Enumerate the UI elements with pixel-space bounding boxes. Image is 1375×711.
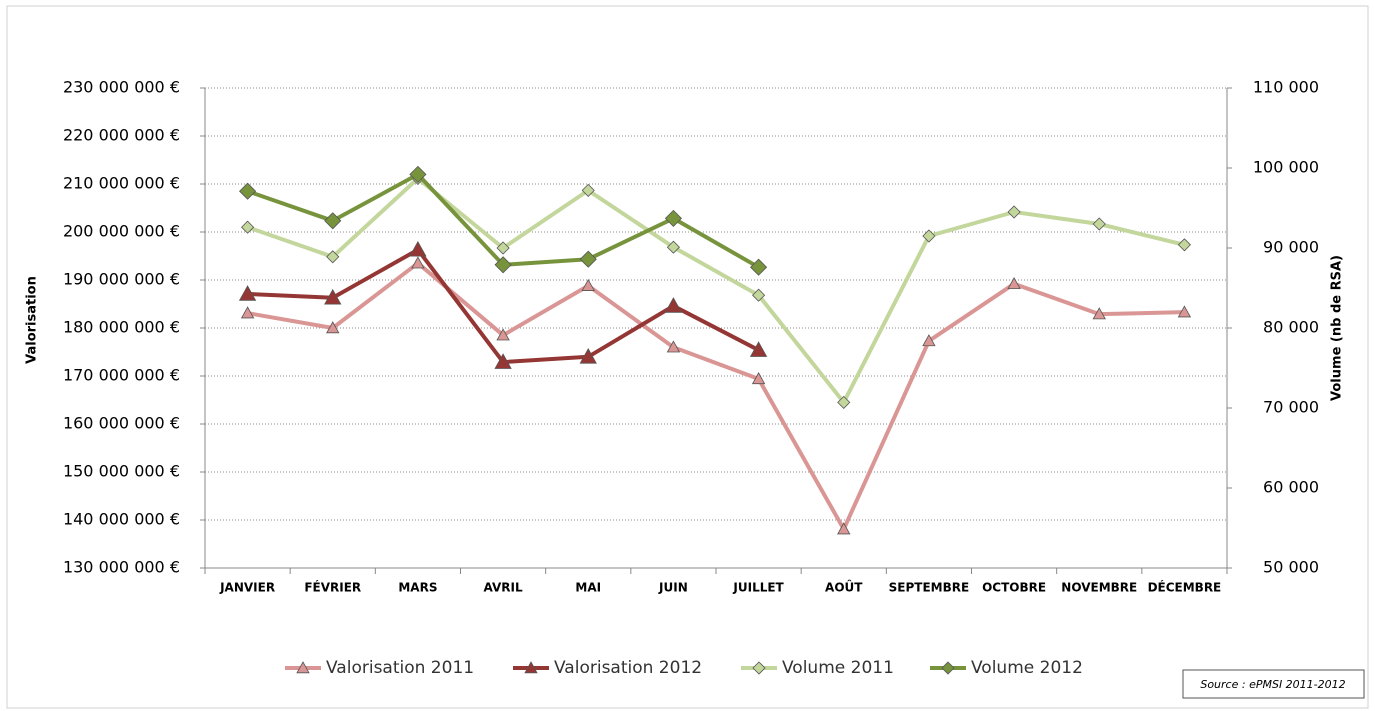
y2-tick-label: 80 000 [1263, 318, 1319, 337]
data-point [494, 256, 512, 274]
x-tick-label: JUIN [658, 581, 688, 595]
data-point [749, 341, 768, 357]
data-point [324, 288, 342, 305]
y-tick-label: 150 000 000 € [63, 462, 180, 481]
y2-tick-label: 50 000 [1263, 558, 1319, 577]
x-tick-label: AVRIL [484, 581, 523, 595]
x-tick-label: DÉCEMBRE [1148, 580, 1222, 595]
data-point [324, 212, 342, 230]
frame [6, 5, 1369, 709]
x-tick-label: SEPTEMBRE [889, 581, 970, 595]
data-point [1007, 277, 1021, 290]
data-point [837, 395, 851, 409]
data-point [409, 165, 427, 183]
data-point [581, 183, 595, 197]
data-point [579, 347, 597, 364]
data-point [922, 229, 936, 243]
data-point [1092, 217, 1106, 231]
data-point [494, 353, 512, 369]
x-tick-label: OCTOBRE [982, 581, 1046, 595]
data-point [752, 288, 766, 302]
y2-tick-label: 70 000 [1263, 398, 1319, 417]
legend-label: Volume 2012 [971, 658, 1083, 678]
data-point [922, 334, 936, 347]
source: Source : ePMSI 2011-2012 [1200, 678, 1345, 691]
data-point [666, 340, 681, 353]
y-tick-label: 140 000 000 € [63, 510, 180, 529]
data-point [326, 321, 340, 334]
y-axis-title: Valorisation [25, 276, 40, 364]
legend-marker [941, 661, 955, 675]
data-point [750, 258, 768, 276]
legend-marker [752, 661, 766, 675]
legend-label: Valorisation 2012 [554, 658, 702, 678]
x-tick-label: AOÛT [825, 580, 863, 595]
y-tick-label: 230 000 000 € [63, 78, 180, 97]
legend-marker [524, 661, 538, 674]
data-point [238, 285, 257, 301]
data-point [496, 328, 510, 341]
series-line [247, 261, 1185, 532]
data-point [579, 250, 597, 268]
data-point [751, 372, 766, 385]
data-point [581, 278, 595, 291]
data-point [1177, 305, 1192, 318]
data-point [411, 256, 425, 269]
y-tick-label: 210 000 000 € [63, 174, 180, 193]
series-line [246, 176, 1185, 405]
data-point [1177, 238, 1191, 252]
source-box [1182, 669, 1365, 699]
data-point [664, 297, 683, 313]
x-tick-label: NOVEMBRE [1061, 581, 1137, 595]
legend-marker [296, 661, 310, 674]
y-tick-label: 220 000 000 € [63, 126, 180, 145]
data-point [239, 182, 257, 200]
y-tick-label: 170 000 000 € [63, 366, 180, 385]
y2-tick-label: 100 000 [1253, 158, 1319, 177]
y2-axis-title: Volume (nb de RSA) [1330, 255, 1345, 401]
data-point [326, 250, 340, 264]
data-point [664, 209, 682, 227]
data-point [837, 522, 851, 535]
x-tick-label: MAI [575, 581, 601, 595]
y-tick-label: 180 000 000 € [63, 318, 180, 337]
data-point [241, 220, 255, 234]
legend-label: Valorisation 2011 [326, 658, 474, 678]
legend-label: Volume 2011 [782, 658, 894, 678]
data-point [1007, 205, 1021, 219]
x-tick-label: JUILLET [732, 581, 784, 595]
y2-tick-label: 90 000 [1263, 238, 1319, 257]
data-point [496, 241, 510, 255]
data-point [409, 240, 427, 257]
y2-tick-label: 110 000 [1253, 78, 1319, 97]
y-tick-label: 160 000 000 € [63, 414, 180, 433]
y-tick-label: 200 000 000 € [63, 222, 180, 241]
y2-tick-label: 60 000 [1263, 478, 1319, 497]
data-point [1092, 307, 1106, 320]
data-point [666, 240, 680, 254]
x-tick-label: JANVIER [219, 581, 275, 595]
x-tick-label: MARS [398, 581, 437, 595]
y-tick-label: 190 000 000 € [63, 270, 180, 289]
data-point [240, 306, 255, 319]
y-tick-label: 130 000 000 € [63, 558, 180, 577]
x-tick-label: FÉVRIER [304, 580, 361, 595]
